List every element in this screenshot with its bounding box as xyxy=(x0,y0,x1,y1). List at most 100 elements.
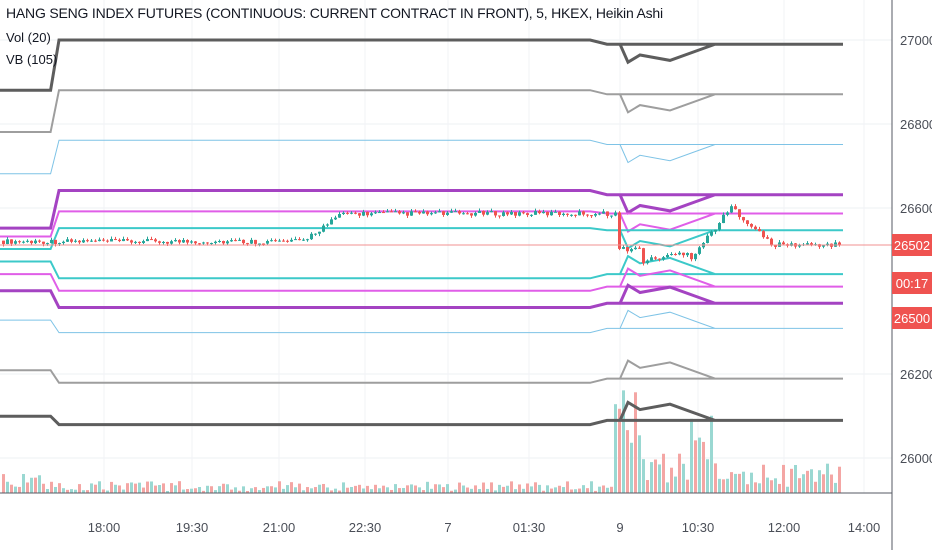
candle-body xyxy=(822,245,825,247)
volume-bar xyxy=(214,490,217,493)
candle-body xyxy=(554,211,557,213)
candle-body xyxy=(394,211,397,213)
candle-body xyxy=(286,240,289,242)
volume-bar xyxy=(454,489,457,493)
candle-body xyxy=(94,240,97,242)
time-axis[interactable]: 18:00 19:30 21:00 22:30 7 01:30 9 10:30 12:00 14:… xyxy=(88,520,881,535)
volume-bar xyxy=(190,488,193,493)
volume-bar xyxy=(838,466,841,493)
candle-body xyxy=(518,212,521,216)
candle-body xyxy=(602,211,605,214)
volume-bar xyxy=(678,453,681,493)
candle-body xyxy=(90,240,93,242)
candle-body xyxy=(202,242,205,244)
volume-bar xyxy=(834,482,837,493)
candle-body xyxy=(238,239,241,241)
band-line-dark xyxy=(0,400,843,427)
candle-body xyxy=(414,211,417,213)
volume-bar xyxy=(442,487,445,493)
volume-bar xyxy=(346,487,349,493)
volume-bar xyxy=(334,488,337,493)
volume-bar xyxy=(230,489,233,493)
candle-body xyxy=(118,239,121,242)
candle-body xyxy=(110,238,113,242)
candle-body xyxy=(322,225,325,232)
volume-bar xyxy=(218,486,221,493)
volume-bar xyxy=(742,471,745,493)
vb-indicator-label[interactable]: VB (105) xyxy=(6,52,58,67)
volume-bar xyxy=(30,477,33,493)
volume-bar xyxy=(166,490,169,493)
volume-bar xyxy=(618,408,621,493)
candle-body xyxy=(514,212,517,216)
candle-body xyxy=(506,212,509,215)
candle-body xyxy=(482,210,485,215)
volume-bar xyxy=(778,483,781,493)
candle-body xyxy=(366,211,369,216)
volume-bar xyxy=(274,487,277,493)
candle-body xyxy=(206,242,209,244)
candle-body xyxy=(670,254,673,256)
volume-bar xyxy=(574,489,577,493)
volume-bar xyxy=(238,490,241,493)
candle-body xyxy=(586,214,589,216)
volume-bar xyxy=(358,484,361,493)
candle-body xyxy=(430,213,433,215)
volume-bar xyxy=(570,489,573,493)
volume-bar xyxy=(806,470,809,493)
candle-body xyxy=(426,211,429,215)
candle-body xyxy=(198,243,201,245)
volume-bar xyxy=(646,480,649,493)
candle-body xyxy=(294,239,297,241)
candle-body xyxy=(454,211,457,213)
candle-body xyxy=(646,260,649,264)
candle-body xyxy=(270,240,273,242)
volume-bar xyxy=(814,481,817,493)
candle-body xyxy=(650,257,653,261)
candle-body xyxy=(466,213,469,215)
candle-body xyxy=(838,242,841,246)
volume-indicator-label[interactable]: Vol (20) xyxy=(6,30,51,45)
candle-body xyxy=(250,239,253,244)
candle-body xyxy=(234,240,237,242)
candle-body xyxy=(254,239,257,244)
candle-body xyxy=(654,257,657,259)
candle-body xyxy=(754,226,757,230)
candle-body xyxy=(666,254,669,258)
volume-bar xyxy=(306,487,309,493)
volume-bar xyxy=(62,488,65,493)
candle-body xyxy=(162,241,165,243)
volume-bar xyxy=(526,483,529,493)
volume-bar xyxy=(402,487,405,493)
candle-body xyxy=(390,211,393,213)
volume-bar xyxy=(374,484,377,493)
volume-bar xyxy=(134,483,137,493)
volume-bar xyxy=(770,480,773,493)
volume-bar xyxy=(362,488,365,493)
band-line-blue xyxy=(0,309,843,334)
candle-body xyxy=(770,238,773,246)
candle-body xyxy=(566,213,569,215)
candle-body xyxy=(166,241,169,244)
candle-body xyxy=(190,241,193,243)
volume-bar xyxy=(666,482,669,493)
candle-body xyxy=(638,247,641,249)
volume-bar xyxy=(410,484,413,493)
volume-bar xyxy=(782,464,785,493)
candle-body xyxy=(82,240,85,243)
volume-bar xyxy=(794,465,797,493)
volume-bar xyxy=(282,488,285,493)
candle-body xyxy=(378,212,381,214)
price-axis[interactable]: 27000 26800 26600 26200 26000 xyxy=(900,33,932,466)
volume-bar xyxy=(682,463,685,493)
volume-bar xyxy=(482,482,485,493)
symbol-title[interactable]: HANG SENG INDEX FUTURES (CONTINUOUS: CUR… xyxy=(6,5,663,21)
candle-body xyxy=(38,240,41,242)
candle-body xyxy=(766,237,769,239)
candle-body xyxy=(410,211,413,216)
candle-body xyxy=(46,243,49,245)
y-tick-label: 27000 xyxy=(900,33,932,48)
candle-body xyxy=(478,210,481,213)
